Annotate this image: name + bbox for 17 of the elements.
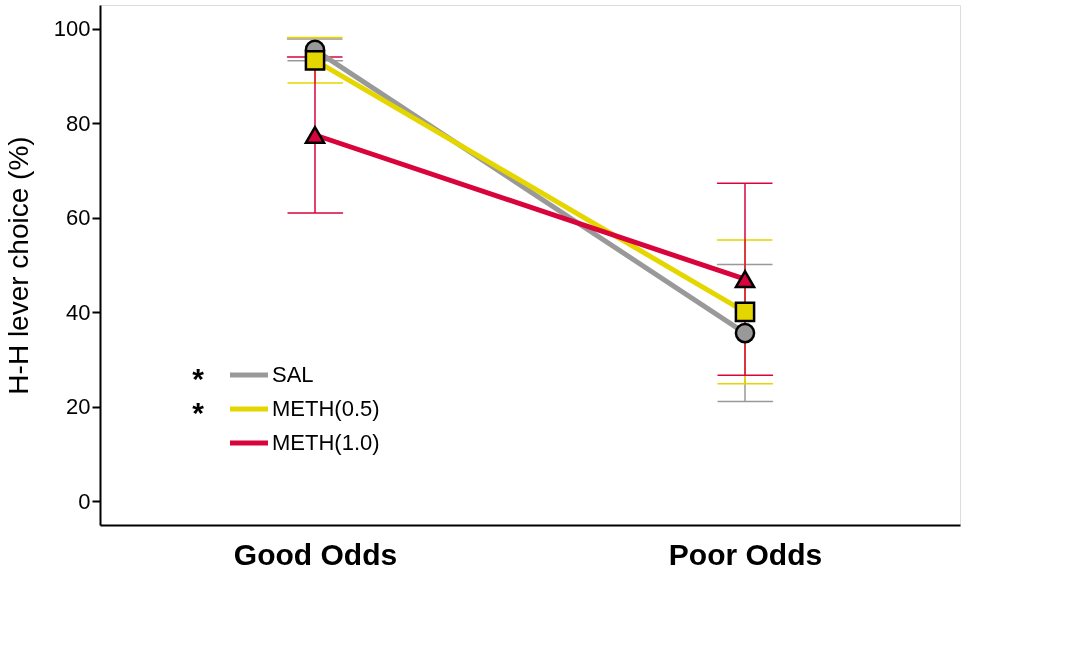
legend-label: METH(0.5)	[272, 396, 380, 421]
y-tick-label: 100	[53, 16, 91, 42]
y-axis-title: H-H lever choice (%)	[2, 136, 34, 395]
legend-label: METH(1.0)	[272, 430, 380, 455]
annotation: *	[192, 362, 205, 395]
y-tick-label: 0	[78, 488, 91, 514]
annotation: *	[192, 396, 205, 429]
legend-label: SAL	[272, 362, 314, 387]
point	[734, 322, 756, 344]
y-tick-label: 20	[66, 394, 91, 420]
y-tick-label: 80	[66, 110, 91, 136]
x-tick-label: Poor Odds	[668, 537, 823, 571]
point	[304, 49, 326, 71]
y-tick-label: 40	[66, 299, 91, 325]
y-tick-label: 60	[66, 205, 91, 231]
x-tick-label: Good Odds	[233, 537, 398, 571]
point	[734, 301, 756, 323]
